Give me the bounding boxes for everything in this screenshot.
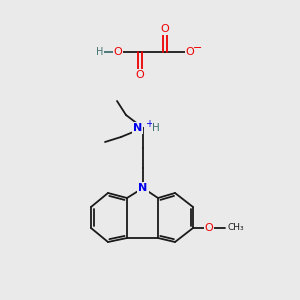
Text: CH₃: CH₃	[228, 224, 244, 232]
Text: O: O	[114, 47, 122, 57]
Text: H: H	[96, 47, 104, 57]
Text: O: O	[205, 223, 213, 233]
Text: +: +	[145, 119, 153, 129]
Text: N: N	[133, 123, 142, 133]
Text: O: O	[160, 24, 169, 34]
Text: H: H	[152, 123, 160, 133]
Text: O: O	[136, 70, 144, 80]
Text: O: O	[186, 47, 194, 57]
Text: N: N	[138, 183, 148, 193]
Text: −: −	[193, 43, 203, 53]
